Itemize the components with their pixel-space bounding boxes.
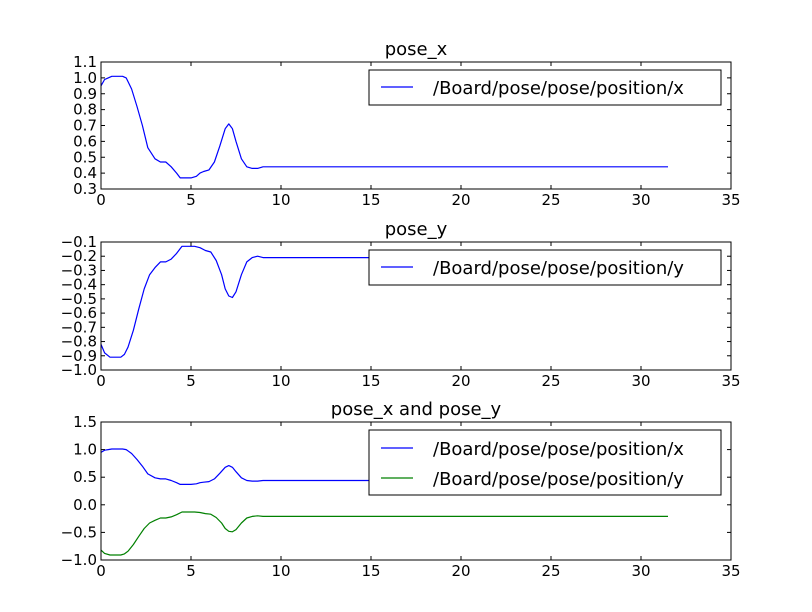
subplot-pose-y-ytick-label: −1.0 [61,361,97,379]
subplot-pose-x-ytick-label: 0.3 [73,180,97,198]
subplot-pose-y-xtick-label: 10 [271,372,290,390]
subplot-pose-xy-title: pose_x and pose_y [331,399,502,420]
subplot-pose-xy-xtick-label: 15 [361,562,380,580]
subplot-pose-x-legend: /Board/pose/pose/position/x [368,69,722,106]
subplot-pose-y-legend-label-y: /Board/pose/pose/position/y [433,258,684,279]
subplot-pose-xy-ytick-label: 0.0 [73,496,97,514]
subplot-pose-xy-xtick-label: 20 [451,562,470,580]
subplot-pose-x-xtick-label: 20 [451,191,470,209]
subplot-pose-xy-xtick-label: 35 [721,562,740,580]
subplot-pose-y-xtick-label: 25 [541,372,560,390]
subplot-pose-x-ytick-label: 0.4 [73,164,97,182]
subplot-pose-y-xtick-label: 30 [631,372,650,390]
subplot-pose-x-ytick-labels: 0.30.40.50.60.70.80.91.01.1 [73,53,97,198]
subplot-pose-y-ytick-label: −0.9 [61,347,97,365]
subplot-pose-y-series [100,245,668,358]
subplot-pose-xy-legend: /Board/pose/pose/position/x /Board/pose/… [368,429,722,496]
subplot-pose-xy-legend-label-y: /Board/pose/pose/position/y [433,469,684,490]
subplot-pose-x-ytick-label: 1.0 [73,69,97,87]
subplot-pose-xy-frame [100,421,732,561]
subplot-pose-y-frame [100,241,732,371]
subplot-pose-y-xtick-label: 5 [186,372,196,390]
subplot-pose-y-xtick-labels: 0 5 10 15 20 25 30 35 [96,372,740,390]
subplot-pose-y-ytick-label: −0.1 [61,233,97,251]
subplot-pose-x-xtick-label: 0 [96,191,106,209]
subplot-pose-xy-xtick-label: 25 [541,562,560,580]
subplot-pose-x-ytick-label: 0.8 [73,101,97,119]
subplot-pose-y-series-line-0 [100,245,668,358]
subplot-pose-x-xtick-label: 15 [361,191,380,209]
subplot-pose-x-xtick-label: 25 [541,191,560,209]
subplot-pose-x-ytick-label: 0.7 [73,117,97,135]
subplot-pose-xy-ytick-label: −1.0 [61,551,97,569]
subplot-pose-x-legend-box [368,69,722,106]
subplot-pose-xy-xtick-label: 5 [186,562,196,580]
subplot-pose-y-xtick-label: 35 [721,372,740,390]
subplot-pose-y-ytick-label: −0.6 [61,304,97,322]
subplot-pose-y-xtick-label: 20 [451,372,470,390]
subplot-pose-xy-ytick-labels: −1.0 −0.5 0.0 0.5 1.0 1.5 [61,413,97,569]
subplot-pose-xy-ytick-label: 0.5 [73,468,97,486]
subplot-pose-x-xtick-labels: 0 5 10 15 20 25 30 35 [96,191,740,209]
subplot-pose-x-ytick-label: 0.5 [73,148,97,166]
subplot-pose-x-legend-label-x: /Board/pose/pose/position/x [433,78,684,99]
subplot-pose-x-ytick-label: 0.9 [73,85,97,103]
subplot-pose-y-ytick-label: −0.8 [61,333,97,351]
subplot-pose-y-ytick-label: −0.3 [61,261,97,279]
subplot-pose-y-ytick-labels: −1.0−0.9−0.8−0.7−0.6−0.5−0.4−0.3−0.2−0.1 [61,233,97,379]
subplot-pose-y-ytick-label: −0.7 [61,318,97,336]
subplot-pose-y: pose_y −1.0−0.9−0.8−0.7−0.6−0.5−0.4−0.3−… [61,219,741,390]
subplot-pose-y-xtick-label: 15 [361,372,380,390]
subplot-pose-y-legend: /Board/pose/pose/position/y [368,249,722,286]
subplot-pose-xy-xtick-label: 30 [631,562,650,580]
subplot-pose-xy-ytick-label: −0.5 [61,523,97,541]
subplot-pose-y-ytick-label: −0.4 [61,276,97,294]
subplot-pose-xy-series-line-0 [100,448,668,485]
subplot-pose-xy-series [100,448,668,556]
subplot-pose-x-frame [100,61,732,190]
subplot-pose-xy-ytick-label: 1.5 [73,413,97,431]
subplot-pose-x-xtick-label: 35 [721,191,740,209]
subplot-pose-y-legend-box [368,249,722,286]
subplot-pose-xy-xtick-label: 10 [271,562,290,580]
subplot-pose-x-title: pose_x [385,39,448,60]
subplot-pose-y-xtick-label: 0 [96,372,106,390]
subplot-pose-x-xtick-label: 30 [631,191,650,209]
subplot-pose-x-series [100,75,668,179]
subplot-pose-xy-xtick-labels: 0 5 10 15 20 25 30 35 [96,562,740,580]
subplot-pose-x-xtick-label: 10 [271,191,290,209]
subplot-pose-xy-legend-box [368,429,722,496]
subplot-pose-x: pose_x 0.30.40.50.60.70.80.91.01.1 0 5 10 1… [73,39,740,209]
subplot-pose-x-series-line-0 [100,75,668,179]
subplot-pose-xy-legend-label-x: /Board/pose/pose/position/x [433,439,684,460]
subplot-pose-x-ytick-label: 1.1 [73,53,97,71]
subplot-pose-xy-series-line-1 [100,511,668,556]
subplot-pose-y-title: pose_y [385,219,448,240]
subplot-pose-x-xtick-label: 5 [186,191,196,209]
subplot-pose-y-ytick-label: −0.5 [61,290,97,308]
subplot-pose-xy-ytick-label: 1.0 [73,441,97,459]
subplot-pose-xy: pose_x and pose_y −1.0 −0.5 0.0 0.5 1.0 1.5 0… [61,399,741,580]
subplot-pose-xy-xtick-label: 0 [96,562,106,580]
subplot-pose-x-ytick-label: 0.6 [73,132,97,150]
subplot-pose-y-ytick-label: −0.2 [61,247,97,265]
